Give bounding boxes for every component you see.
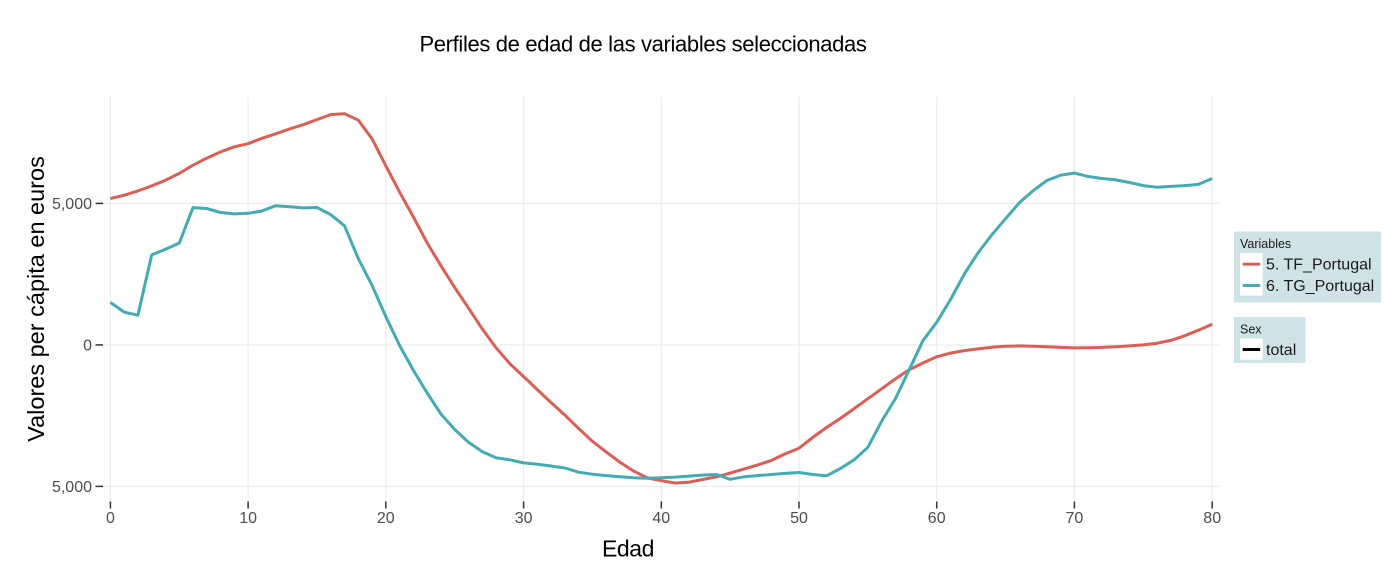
svg-text:60: 60 <box>928 510 946 527</box>
svg-text:40: 40 <box>652 510 670 527</box>
svg-text:80: 80 <box>1203 510 1221 527</box>
svg-text:10: 10 <box>239 510 257 527</box>
svg-text:total: total <box>1266 342 1296 359</box>
svg-text:Edad: Edad <box>602 536 654 562</box>
svg-text:Valores per cápita en euros: Valores per cápita en euros <box>23 156 49 442</box>
svg-text:70: 70 <box>1066 510 1084 527</box>
svg-text:30: 30 <box>515 510 533 527</box>
svg-text:20: 20 <box>377 510 395 527</box>
svg-text:0: 0 <box>83 338 92 355</box>
svg-text:5,000: 5,000 <box>52 479 92 496</box>
svg-text:Perfiles de edad de las variab: Perfiles de edad de las variables selecc… <box>419 32 866 57</box>
svg-text:0: 0 <box>106 510 115 527</box>
svg-text:5. TF_Portugal: 5. TF_Portugal <box>1266 257 1372 274</box>
svg-text:50: 50 <box>790 510 808 527</box>
svg-text:Variables: Variables <box>1240 237 1291 251</box>
svg-text:6. TG_Portugal: 6. TG_Portugal <box>1266 278 1374 295</box>
svg-text:5,000: 5,000 <box>52 196 92 213</box>
svg-text:Sex: Sex <box>1240 323 1262 337</box>
